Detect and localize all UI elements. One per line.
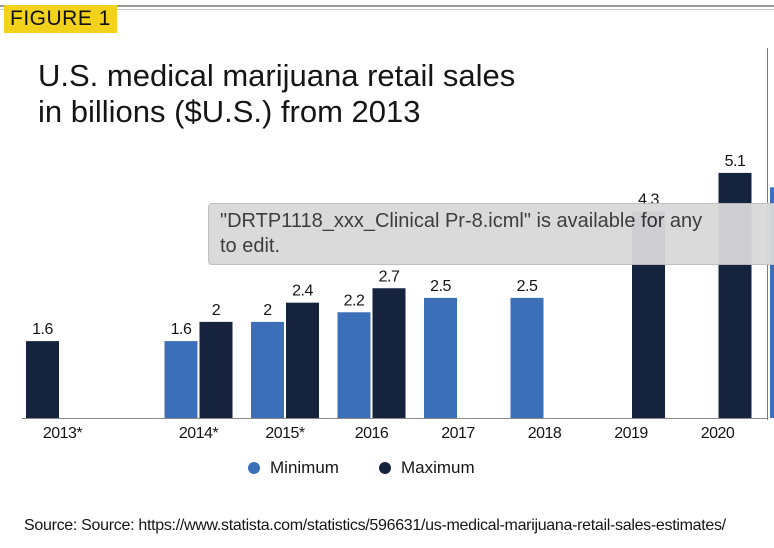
chart-title: U.S. medical marijuana retail sales in b… <box>38 58 515 130</box>
data-label-maximum-2013*: 1.6 <box>32 321 53 338</box>
bar-maximum-2013* <box>26 341 59 418</box>
top-rule-secondary <box>0 9 774 10</box>
top-rule <box>0 5 774 7</box>
bar-minimum-2015* <box>251 321 284 418</box>
legend-swatch-minimum <box>248 462 260 474</box>
x-tick-label-2016: 2016 <box>355 425 389 442</box>
notice-line-2: to edit. <box>220 235 281 257</box>
x-tick-label-2014*: 2014* <box>179 425 219 442</box>
data-label-minimum-2017: 2.5 <box>430 278 451 295</box>
data-label-minimum-2015*: 2 <box>263 302 272 319</box>
data-label-maximum-2016: 2.7 <box>379 268 400 285</box>
x-tick-label-2015*: 2015* <box>265 425 305 442</box>
data-label-minimum-2018: 2.5 <box>517 278 538 295</box>
legend: Minimum Maximum <box>248 458 515 478</box>
bar-minimum-2014* <box>164 341 198 418</box>
bar-maximum-2016 <box>372 288 406 418</box>
legend-label-minimum: Minimum <box>270 458 339 477</box>
bar-maximum-2014* <box>199 321 233 418</box>
figure-label: FIGURE 1 <box>4 5 117 33</box>
chart-title-line-1: U.S. medical marijuana retail sales <box>38 58 516 93</box>
data-label-maximum-2015*: 2.4 <box>292 283 313 300</box>
data-label-maximum-2020: 5.1 <box>725 153 746 170</box>
data-label-minimum-2014*: 1.6 <box>171 321 192 338</box>
legend-item-maximum: Maximum <box>378 458 475 478</box>
legend-item-minimum: Minimum <box>248 458 339 478</box>
data-label-minimum-2016: 2.2 <box>344 292 365 309</box>
data-label-maximum-2014*: 2 <box>212 302 221 319</box>
bar-minimum-2017 <box>424 297 457 418</box>
x-tick-label-2020: 2020 <box>701 425 735 442</box>
chart-title-line-2: in billions ($U.S.) from 2013 <box>38 94 421 129</box>
x-tick-label-2019: 2019 <box>614 425 648 442</box>
legend-label-maximum: Maximum <box>400 458 475 477</box>
availability-notice[interactable]: "DRTP1118_xxx_Clinical Pr-8.icml" is ava… <box>208 203 774 265</box>
bar-minimum-2016 <box>337 312 371 418</box>
notice-line-1: "DRTP1118_xxx_Clinical Pr-8.icml" is ava… <box>220 210 703 232</box>
x-tick-label-2018: 2018 <box>528 425 562 442</box>
x-tick-label-2017: 2017 <box>441 425 475 442</box>
bar-maximum-2015* <box>286 302 319 418</box>
x-tick-label-2013*: 2013* <box>43 425 83 442</box>
bar-minimum-2018 <box>510 297 544 418</box>
source-citation: Source: Source: https://www.statista.com… <box>24 517 726 534</box>
bar-minimum-2021 <box>770 187 774 418</box>
legend-swatch-maximum <box>378 462 391 474</box>
